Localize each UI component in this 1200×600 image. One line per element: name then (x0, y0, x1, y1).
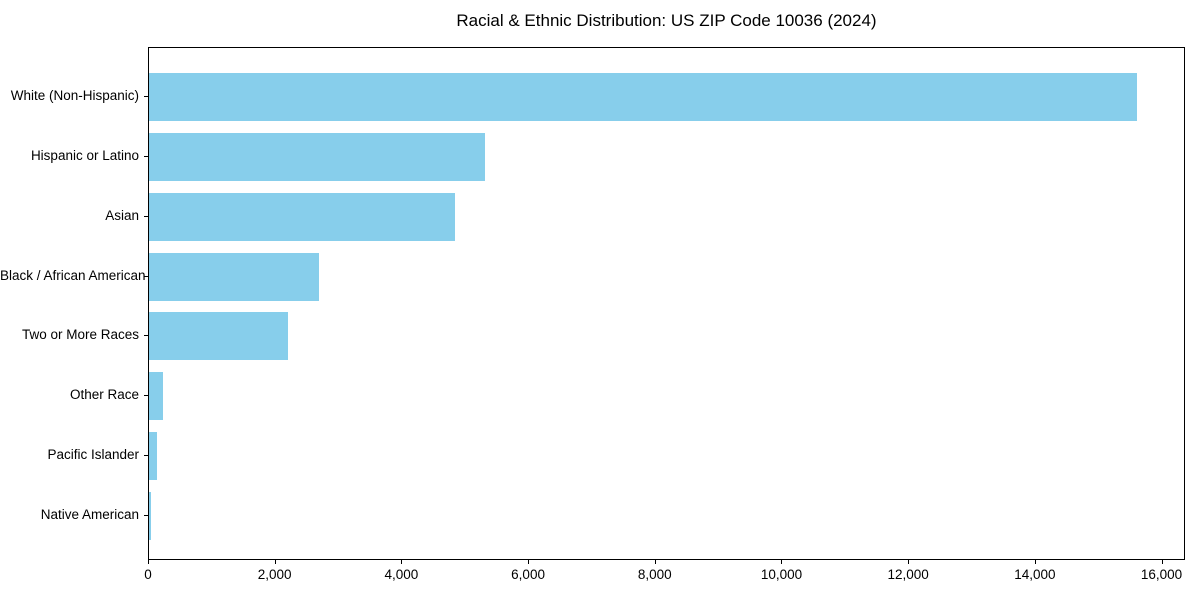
bar-two-or-more-races (149, 312, 288, 361)
y-tick-mark (144, 395, 148, 397)
y-tick-mark (144, 455, 148, 457)
x-axis-tick-label: 0 (144, 567, 152, 582)
y-axis-label: Asian (105, 207, 139, 223)
y-axis-label: Hispanic or Latino (30, 147, 139, 163)
y-tick-mark (144, 155, 148, 157)
y-tick-mark (144, 96, 148, 97)
y-tick-mark (144, 215, 148, 217)
x-axis-tick-label: 10,000 (760, 567, 803, 582)
x-axis-tick-label: 16,000 (1140, 567, 1183, 582)
y-axis-label: Other Race (69, 387, 139, 403)
x-tick-mark (1161, 560, 1163, 564)
plot-area (148, 47, 1185, 560)
x-axis-tick-label: 8,000 (637, 567, 672, 582)
bar-native-american (149, 491, 151, 540)
y-tick-mark (144, 275, 148, 277)
x-tick-mark (528, 560, 530, 564)
y-axis-label: Black / African American (0, 267, 146, 283)
x-tick-mark (274, 560, 276, 564)
bar-hispanic-or-latino (149, 132, 486, 181)
x-axis-tick-label: 12,000 (887, 567, 929, 582)
y-axis-label: Two or More Races (21, 327, 139, 343)
bar-white-non-hispanic (149, 73, 1137, 121)
bar-black-african-american (149, 252, 319, 301)
x-axis-tick-label: 4,000 (384, 567, 419, 582)
x-tick-mark (781, 560, 783, 564)
x-tick-mark (908, 560, 910, 564)
y-tick-mark (144, 335, 148, 337)
y-tick-mark (144, 514, 148, 516)
x-tick-mark (148, 560, 149, 564)
y-axis-label: Native American (40, 506, 139, 522)
x-tick-mark (1034, 560, 1036, 564)
bar-pacific-islander (149, 432, 158, 481)
y-axis-label: White (Non-Hispanic) (10, 88, 139, 103)
x-axis-tick-label: 2,000 (257, 567, 292, 582)
y-axis-label: Pacific Islander (47, 447, 139, 463)
x-axis-tick-label: 14,000 (1014, 567, 1056, 582)
bar-other-race (149, 372, 164, 421)
chart-title: Racial & Ethnic Distribution: US ZIP Cod… (456, 11, 877, 30)
x-tick-mark (401, 560, 403, 564)
x-tick-mark (654, 560, 656, 564)
bar-asian (149, 192, 455, 241)
x-axis-tick-label: 6,000 (511, 567, 545, 582)
